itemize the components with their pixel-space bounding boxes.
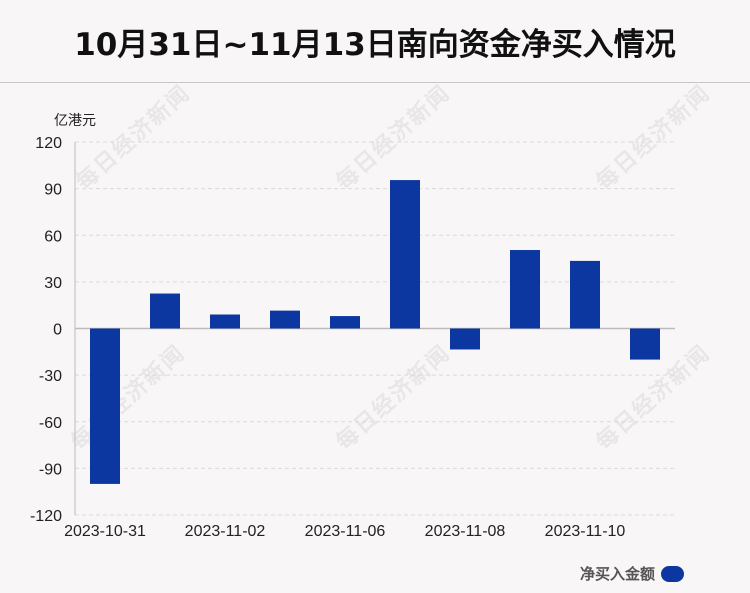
x-tick-label: 2023-11-02 <box>185 523 266 540</box>
legend: 净买入金额 <box>580 563 684 584</box>
bar-2023-11-03 <box>270 310 300 329</box>
bars <box>90 180 660 484</box>
bar-2023-11-07 <box>390 180 420 329</box>
bar-2023-11-10 <box>570 260 600 329</box>
bar-2023-11-08 <box>450 328 480 350</box>
y-tick-label: 120 <box>35 135 62 152</box>
bar-2023-11-09 <box>510 250 540 329</box>
bar-2023-11-01 <box>150 293 180 329</box>
bar-2023-11-13 <box>630 328 660 360</box>
x-tick-label: 2023-11-06 <box>305 523 386 540</box>
y-tick-label: 0 <box>53 322 62 339</box>
legend-label: 净买入金额 <box>579 565 655 583</box>
y-tick-label: -90 <box>39 461 62 478</box>
y-tick-label: -30 <box>39 368 62 385</box>
bar-2023-11-02 <box>210 314 240 329</box>
bar-2023-10-31 <box>90 328 120 484</box>
title-bar: 10月31日~11月13日南向资金净买入情况 <box>0 0 750 83</box>
bar-2023-11-06 <box>330 316 360 329</box>
x-tick-label: 2023-10-31 <box>64 523 146 540</box>
x-tick-label: 2023-11-08 <box>425 523 506 540</box>
y-axis-unit-label: 亿港元 <box>54 113 96 129</box>
y-tick-label: 30 <box>44 275 62 292</box>
y-tick-label: -60 <box>39 415 62 432</box>
y-tick-label: 90 <box>44 182 62 199</box>
chart-title: 10月31日~11月13日南向资金净买入情况 <box>74 26 676 63</box>
x-tick-label: 2023-11-10 <box>545 523 626 540</box>
y-tick-label: -120 <box>30 508 62 525</box>
y-tick-label: 60 <box>44 228 62 245</box>
legend-swatch <box>661 565 684 582</box>
